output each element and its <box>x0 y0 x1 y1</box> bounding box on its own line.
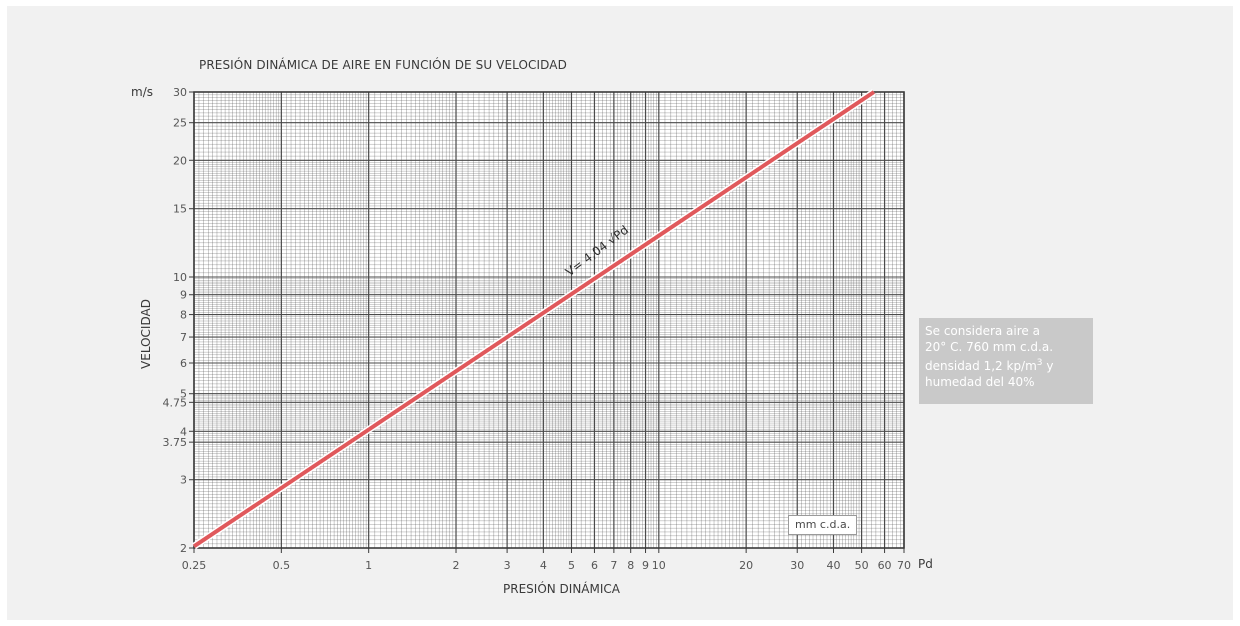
x-unit-label: Pd <box>918 557 933 571</box>
x-tick-label: 9 <box>642 559 649 572</box>
note-suffix: y <box>1042 359 1054 373</box>
plot-frame <box>193 91 905 549</box>
x-tick-label: 5 <box>568 559 575 572</box>
x-tick-label: 8 <box>627 559 634 572</box>
note-density: densidad 1,2 kp/m <box>925 359 1037 373</box>
x-tick-label: 3 <box>504 559 511 572</box>
y-tick-label: 7 <box>180 331 187 344</box>
x-tick-label: 2 <box>453 559 460 572</box>
y-tick-label: 4.75 <box>163 396 188 409</box>
series-line <box>192 90 876 548</box>
note-line: 20° C. 760 mm c.d.a. <box>925 340 1054 354</box>
y-tick-label: 8 <box>180 309 187 322</box>
x-tick-label: 6 <box>591 559 598 572</box>
y-axis-title: VELOCIDAD <box>139 299 153 369</box>
y-tick-label: 20 <box>173 154 187 167</box>
note-superscript: 3 <box>1036 358 1043 368</box>
x-tick-label: 60 <box>878 559 892 572</box>
unit-box: mm c.d.a. <box>788 515 858 535</box>
x-tick-label: 0.5 <box>273 559 291 572</box>
x-tick-label: 50 <box>855 559 869 572</box>
y-tick-label: 5 <box>180 388 187 401</box>
y-tick-label: 10 <box>173 271 187 284</box>
y-tick-label: 2 <box>180 542 187 555</box>
y-tick-label: 3.75 <box>163 436 188 449</box>
y-tick-label: 9 <box>180 289 187 302</box>
note-line: humedad del 40% <box>925 375 1035 389</box>
y-tick-label: 3 <box>180 474 187 487</box>
x-tick-label: 30 <box>790 559 804 572</box>
x-tick-label: 0.25 <box>182 559 207 572</box>
y-tick-label: 4 <box>180 425 187 438</box>
y-tick-label: 30 <box>173 86 187 99</box>
x-tick-label: 1 <box>365 559 372 572</box>
chart-title: PRESIÓN DINÁMICA DE AIRE EN FUNCIÓN DE S… <box>199 58 567 72</box>
conditions-note: Se considera aire a 20° C. 760 mm c.d.a.… <box>919 318 1093 404</box>
y-unit-label: m/s <box>131 85 153 99</box>
x-tick-label: 10 <box>652 559 666 572</box>
y-tick-label: 25 <box>173 117 187 130</box>
x-tick-label: 20 <box>739 559 753 572</box>
x-tick-label: 4 <box>540 559 547 572</box>
x-axis-title: PRESIÓN DINÁMICA <box>503 582 620 596</box>
y-tick-label: 15 <box>173 203 187 216</box>
x-tick-label: 70 <box>897 559 911 572</box>
x-tick-label: 7 <box>610 559 617 572</box>
note-line: densidad 1,2 kp/m3 y <box>925 355 1087 374</box>
note-line: Se considera aire a <box>925 324 1040 338</box>
x-tick-label: 40 <box>826 559 840 572</box>
y-tick-label: 6 <box>180 357 187 370</box>
